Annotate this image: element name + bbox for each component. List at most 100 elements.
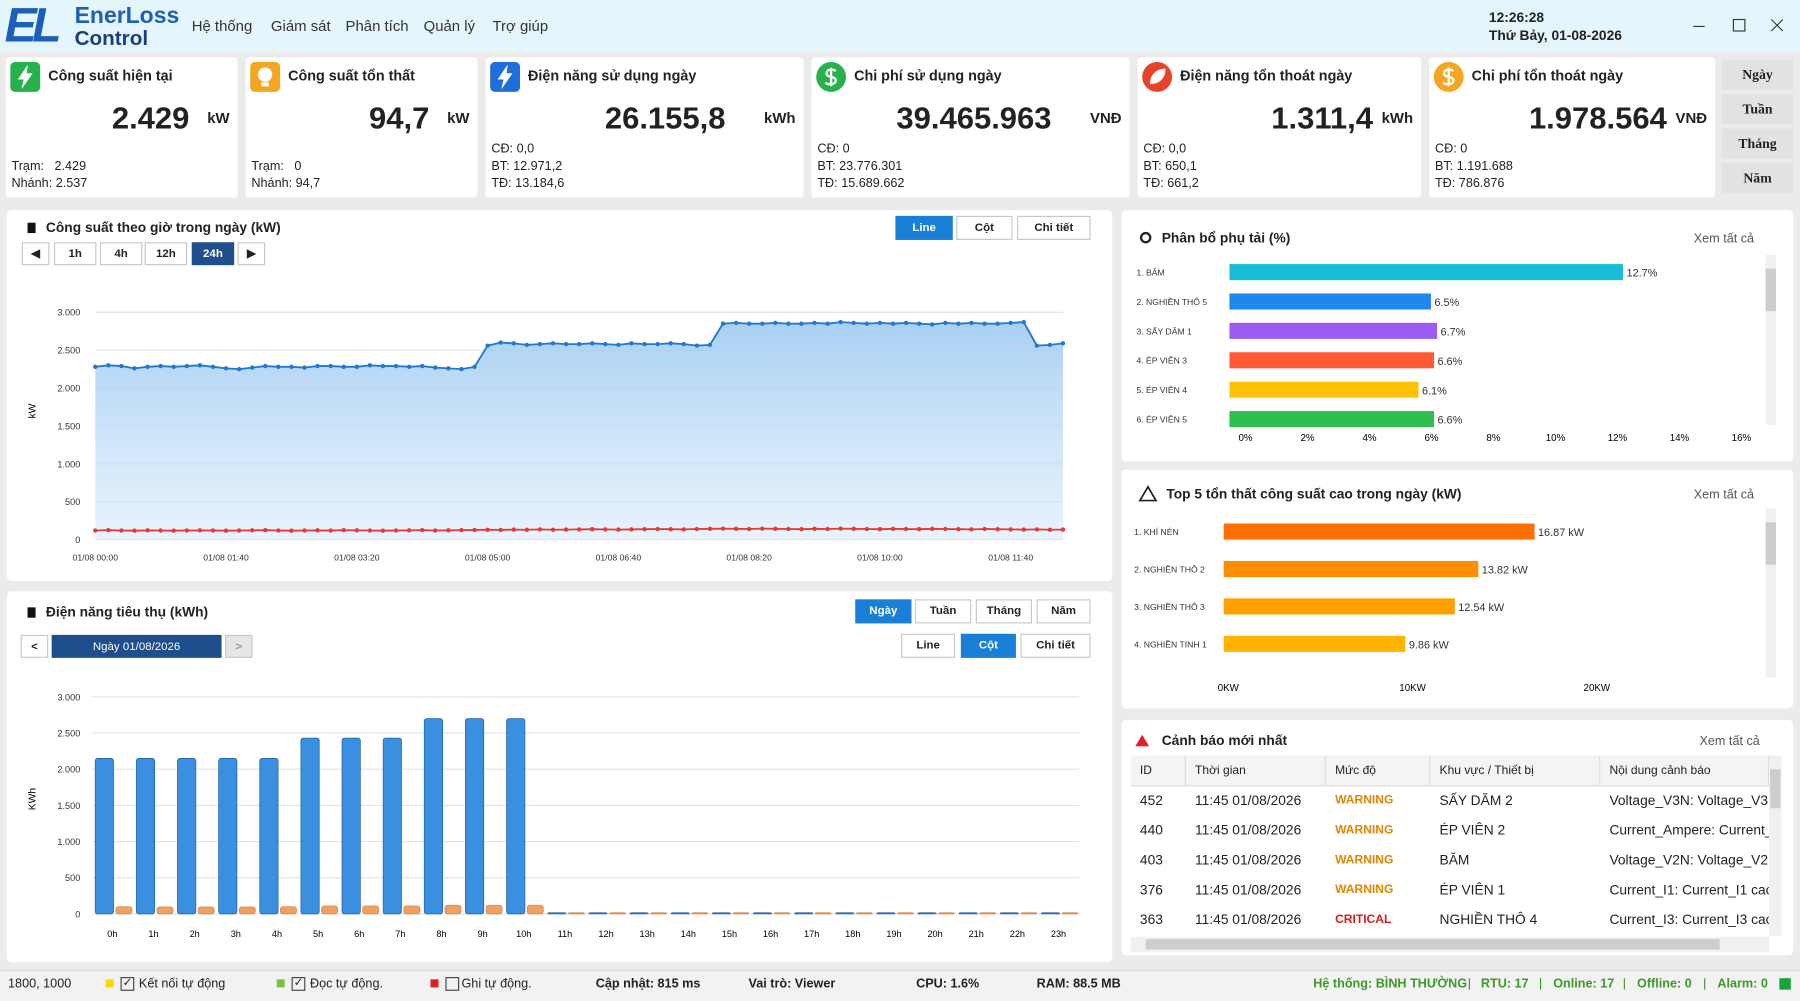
- button[interactable]: Chi tiết: [1020, 633, 1091, 658]
- table-cell: 363: [1139, 911, 1163, 928]
- alerts-title: Cảnh báo mới nhất: [1161, 732, 1288, 749]
- clock-date: Thứ Bảy, 01-08-2026: [1488, 27, 1622, 44]
- table-cell: Current_I1: Current_I1 cao: [1609, 881, 1770, 898]
- button[interactable]: 12h: [144, 242, 188, 266]
- column-header: Mức độ: [1326, 755, 1431, 786]
- status-role: Vai trò: Viewer: [748, 977, 836, 991]
- button[interactable]: Chi tiết: [1017, 215, 1091, 240]
- card-title: Điện năng tổn thoát ngày: [1180, 67, 1353, 84]
- card-details: CĐ: 0,0 BT: 12.971,2 TĐ: 13.184,6: [491, 141, 564, 193]
- card-detail: CĐ: 0: [1434, 142, 1468, 157]
- status-auto-write: Ghi tự động.: [461, 977, 532, 991]
- status-size: 1800, 1000: [8, 977, 72, 991]
- status-offline: Offline: 0: [1636, 977, 1692, 991]
- period-button[interactable]: Tháng: [1721, 128, 1794, 159]
- card-icon: [816, 61, 847, 92]
- table-cell: WARNING: [1335, 882, 1394, 897]
- button[interactable]: ◀: [21, 242, 50, 266]
- status-bar: [0, 970, 1800, 1001]
- button[interactable]: Năm: [1036, 599, 1091, 624]
- status-auto-read: Đọc tự động.: [309, 977, 383, 991]
- button[interactable]: Cột: [956, 215, 1013, 240]
- period-button[interactable]: Tuần: [1721, 94, 1794, 124]
- table-cell: 403: [1139, 851, 1163, 868]
- view-all-link[interactable]: Xem tất cả: [1693, 231, 1755, 246]
- kpi-card: Công suất hiện tại 2.429 kW Trạm: 2.429 Nhán…: [5, 57, 238, 198]
- menu-item[interactable]: Hệ thống: [191, 17, 253, 35]
- card-detail: CĐ: 0: [817, 142, 850, 157]
- card-unit: kW: [207, 109, 230, 127]
- table-cell: 11:45 01/08/2026: [1195, 911, 1302, 928]
- table-cell: SẤY DĂM 2: [1439, 792, 1513, 809]
- kpi-card: Công suất tổn thất 94,7 kW Trạm: 0 Nhánh: 94…: [245, 57, 478, 198]
- button[interactable]: Ngày: [855, 599, 912, 624]
- button[interactable]: Line: [901, 633, 956, 658]
- button[interactable]: ▶: [237, 242, 266, 266]
- window-controls[interactable]: [1685, 14, 1788, 37]
- menu-item[interactable]: Trợ giúp: [492, 17, 549, 35]
- menu-item[interactable]: Giám sát: [270, 17, 331, 35]
- table-cell: ÉP VIÊN 2: [1439, 822, 1506, 839]
- checkbox[interactable]: [445, 977, 460, 991]
- table-cell: Voltage_V3N: Voltage_V3N: [1609, 792, 1770, 809]
- table-cell: 440: [1139, 822, 1163, 839]
- kpi-card: Chi phí sử dụng ngày 39.465.963 VNĐ CĐ: 0 BT…: [811, 57, 1130, 198]
- maximize[interactable]: [1732, 18, 1746, 32]
- checkbox[interactable]: ✓: [120, 977, 135, 991]
- button[interactable]: 4h: [99, 242, 143, 266]
- view-all-link[interactable]: Xem tất cả: [1699, 734, 1760, 749]
- button[interactable]: >: [225, 634, 253, 658]
- status-separators: [1468, 978, 1791, 990]
- status-update: Cập nhật: 815 ms: [595, 977, 701, 991]
- button[interactable]: Tuần: [914, 599, 972, 624]
- clock-time: 12:26:28: [1488, 9, 1545, 26]
- view-all-link[interactable]: Xem tất cả: [1693, 487, 1755, 502]
- button[interactable]: 24h: [191, 242, 235, 266]
- card-detail: Trạm: 0: [251, 159, 302, 174]
- card-detail: BT: 23.776.301: [817, 159, 903, 174]
- button[interactable]: Cột: [960, 633, 1016, 658]
- button[interactable]: Tháng: [975, 599, 1033, 624]
- card-unit: VNĐ: [1090, 109, 1122, 127]
- table-cell: 11:45 01/08/2026: [1195, 881, 1302, 898]
- logo-line2: Control: [74, 26, 149, 50]
- period-button[interactable]: Năm: [1721, 163, 1794, 193]
- close[interactable]: [1770, 19, 1784, 32]
- card-detail: Trạm: 2.429: [11, 159, 87, 174]
- card-icon: [250, 61, 281, 92]
- chart-title: Phân bổ phụ tải (%): [1161, 229, 1291, 246]
- period-button[interactable]: Ngày: [1721, 59, 1794, 90]
- button[interactable]: Line: [895, 215, 953, 240]
- table-cell: 376: [1139, 881, 1163, 898]
- chart-title: Điện năng tiêu thụ (kWh): [45, 603, 209, 620]
- status-cpu: CPU: 1.6%: [916, 977, 980, 991]
- column-header: Khu vực / Thiết bị: [1430, 755, 1601, 786]
- column-header: ID: [1131, 755, 1186, 786]
- button[interactable]: Ngày 01/08/2026: [51, 634, 222, 658]
- card-detail: TĐ: 661,2: [1143, 176, 1199, 191]
- card-detail: CĐ: 0,0: [1143, 142, 1187, 157]
- checkbox[interactable]: ✓: [291, 977, 306, 991]
- card-detail: BT: 1.191.688: [1434, 159, 1513, 174]
- table-cell: WARNING: [1335, 853, 1394, 867]
- card-details: CĐ: 0 BT: 1.191.688 TĐ: 786.876: [1435, 141, 1513, 193]
- panel: [6, 210, 1113, 581]
- kpi-card: Chi phí tổn thoát ngày 1.978.564 VNĐ CĐ: 0 B…: [1429, 57, 1716, 198]
- button[interactable]: 1h: [53, 242, 97, 266]
- column-header: Nội dung cảnh báo: [1600, 755, 1770, 786]
- table-cell: 11:45 01/08/2026: [1195, 792, 1302, 809]
- card-detail: BT: 650,1: [1143, 159, 1197, 174]
- table-cell: WARNING: [1335, 793, 1394, 808]
- table-header: [1130, 755, 1770, 787]
- card-detail: CĐ: 0,0: [491, 142, 535, 157]
- indicator: [105, 979, 114, 988]
- table-cell: 452: [1139, 792, 1163, 809]
- indicator: [276, 979, 285, 988]
- card-detail: BT: 12.971,2: [491, 159, 563, 174]
- menu-item[interactable]: Quản lý: [423, 17, 476, 35]
- logo-line1: EnerLoss: [74, 3, 180, 29]
- menu-item[interactable]: Phân tích: [345, 17, 409, 35]
- card-title: Điện năng sử dụng ngày: [528, 67, 697, 84]
- button[interactable]: <: [20, 634, 49, 658]
